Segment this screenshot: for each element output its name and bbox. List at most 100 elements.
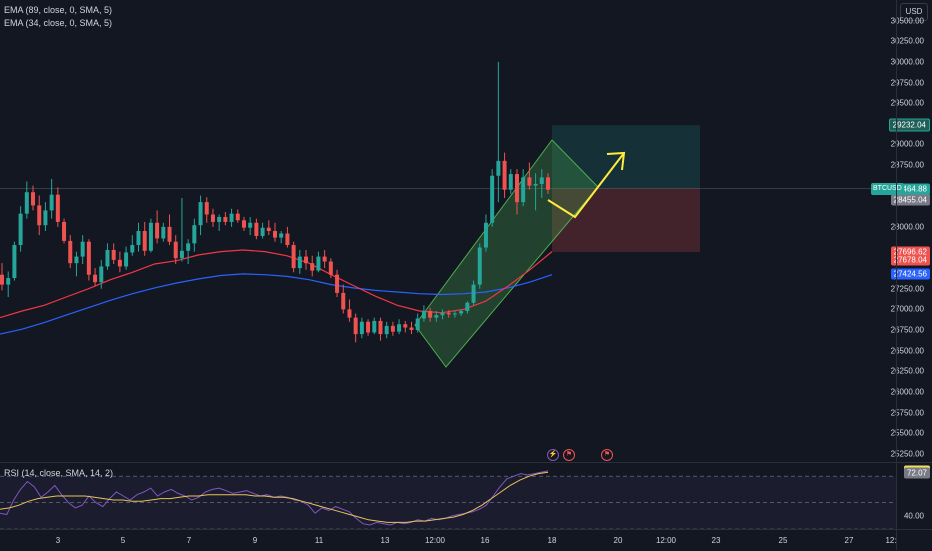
rsi-pane[interactable]: RSI (14, close, SMA, 14, 2) 74.0272.0740…: [0, 463, 932, 530]
price-tick: 30000.00: [890, 57, 924, 67]
legend-ema34[interactable]: EMA (34, close, 0, SMA, 5): [4, 18, 113, 28]
candle: [304, 256, 309, 264]
candle: [167, 226, 172, 242]
main-chart-pane[interactable]: EMA (89, close, 0, SMA, 5) EMA (34, clos…: [0, 0, 932, 462]
candle: [477, 247, 482, 285]
time-tick: 12:00: [424, 536, 446, 545]
ema34-price-tag: 27678.04: [890, 254, 930, 266]
time-axis[interactable]: 3 5 7 9 11 13 12:00 16 18 20 12:00 23 25 27 12:: [0, 529, 932, 551]
candle: [527, 177, 532, 186]
candle: [235, 213, 240, 221]
candle: [378, 320, 383, 335]
flag-icon[interactable]: ⚑: [563, 449, 575, 461]
forecast-arrow: [547, 152, 625, 219]
candle: [415, 318, 420, 330]
candle: [136, 231, 141, 246]
candle: [328, 261, 333, 275]
candle: [366, 321, 371, 333]
candle: [192, 225, 197, 244]
candle: [186, 243, 191, 251]
lightning-icon[interactable]: ⚡: [547, 449, 559, 461]
currency-button[interactable]: USD: [900, 3, 928, 21]
candle: [18, 213, 23, 246]
symbol-label[interactable]: BTCUSD: [871, 182, 904, 195]
candle: [421, 311, 426, 319]
time-tick: 25: [778, 536, 788, 545]
position-loss-zone: [552, 188, 700, 252]
price-tick: 25250.00: [890, 449, 924, 459]
candle: [74, 256, 79, 264]
candle: [533, 183, 538, 186]
price-tick: 29500.00: [890, 98, 924, 108]
candle: [148, 222, 153, 251]
candle: [204, 202, 209, 215]
candle: [403, 324, 408, 328]
price-tick: 29000.00: [890, 139, 924, 149]
candle: [49, 194, 54, 211]
rsi-chart[interactable]: [0, 463, 896, 530]
candle: [291, 245, 296, 269]
candle: [179, 250, 184, 259]
candle: [155, 222, 160, 239]
candle: [241, 220, 246, 228]
candle: [372, 320, 377, 333]
time-tick: 23: [711, 536, 721, 545]
candle: [68, 240, 73, 264]
candle: [6, 278, 11, 285]
candle: [266, 227, 271, 231]
candle: [502, 160, 507, 190]
time-tick: 3: [55, 536, 61, 545]
candle: [254, 222, 259, 236]
candle: [279, 233, 284, 238]
candle: [223, 216, 228, 222]
flag-icon[interactable]: ⚑: [601, 449, 613, 461]
price-tick: 26500.00: [890, 346, 924, 356]
candle: [546, 177, 550, 190]
candle: [12, 245, 17, 279]
candle: [111, 249, 116, 260]
candle: [217, 216, 222, 222]
candle: [161, 226, 166, 239]
candle: [37, 205, 42, 226]
candle: [86, 241, 91, 275]
candle: [471, 284, 476, 303]
legend-ema89[interactable]: EMA (89, close, 0, SMA, 5): [4, 5, 113, 15]
candle: [521, 177, 526, 203]
candle: [285, 233, 290, 246]
candle: [428, 311, 433, 318]
price-tick: 26250.00: [890, 366, 924, 376]
candle: [93, 274, 98, 283]
candle: [490, 175, 495, 223]
candle: [459, 311, 464, 314]
legend-rsi[interactable]: RSI (14, close, SMA, 14, 2): [4, 468, 114, 478]
candle: [496, 160, 501, 176]
candle: [273, 231, 277, 238]
rsi-signal-tag: 72.07: [903, 467, 930, 479]
rsi-level-tick: 40.00: [903, 511, 924, 521]
price-chart[interactable]: [0, 0, 896, 462]
candle: [335, 274, 340, 293]
forecast-arrow-head: [606, 151, 626, 171]
candle: [55, 194, 60, 222]
price-tick: 25750.00: [890, 408, 924, 417]
candle: [465, 302, 470, 312]
candle: [322, 256, 327, 262]
time-tick: 9: [252, 536, 258, 545]
candle: [514, 174, 519, 203]
candle: [80, 241, 85, 257]
time-tick: 13: [380, 536, 390, 545]
time-tick: 7: [186, 536, 192, 545]
time-tick: 5: [120, 536, 126, 545]
pane-separator[interactable]: [0, 462, 932, 463]
time-tick: 18: [547, 536, 557, 545]
candle: [297, 256, 302, 269]
stop-price-tag: 27696.62: [890, 246, 930, 258]
price-tick: 28750.00: [890, 160, 924, 170]
ema34-line: [0, 249, 553, 319]
price-tick: 26000.00: [890, 387, 924, 397]
time-tick: 12:: [885, 536, 897, 545]
price-tick: 25500.00: [890, 428, 924, 438]
candle: [440, 312, 445, 316]
candle: [210, 214, 215, 222]
ema89-price-tag: 27424.56: [890, 268, 930, 280]
